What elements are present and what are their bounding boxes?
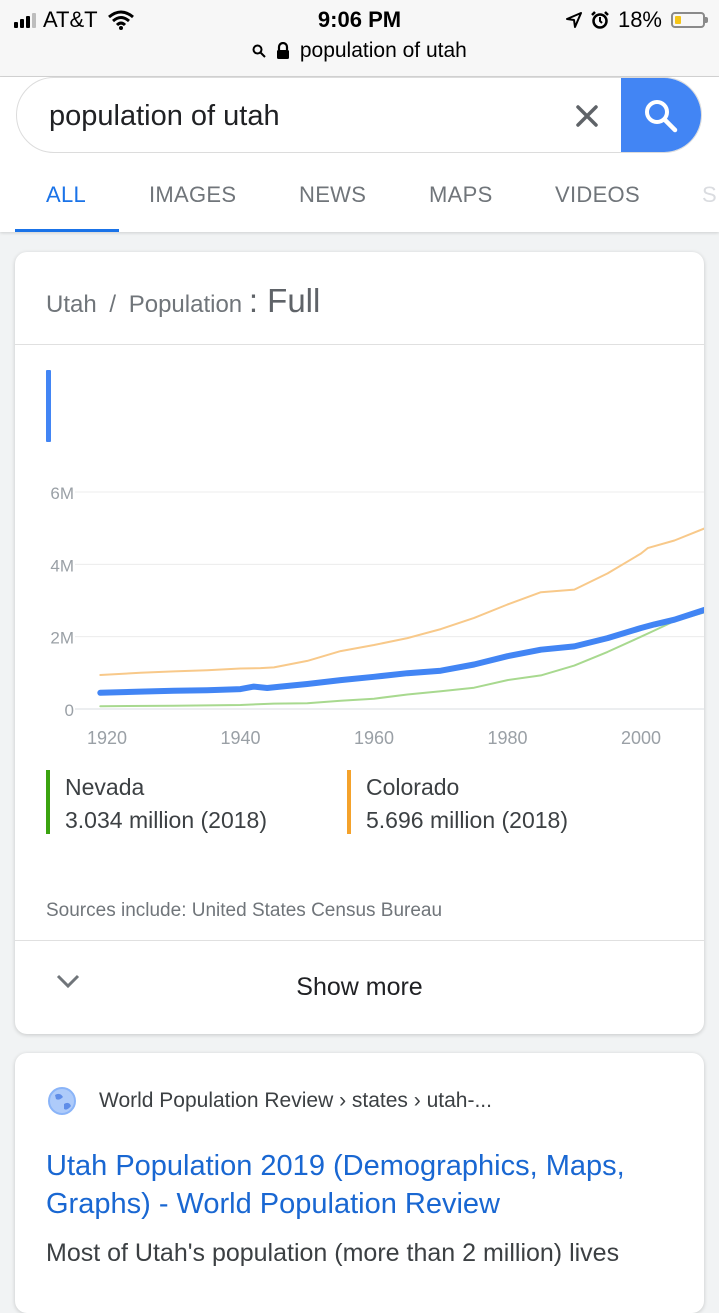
x-tick-label: 2000 — [621, 728, 661, 748]
legend-nevada-name: Nevada — [65, 774, 145, 800]
search-box: population of utah — [16, 77, 702, 153]
breadcrumb-entity[interactable]: Utah — [46, 291, 97, 318]
search-result: World Population Review › states › utah-… — [15, 1053, 704, 1313]
location-arrow-icon — [565, 12, 582, 28]
tab-maps[interactable]: MAPS — [429, 182, 493, 207]
show-more-button[interactable]: Show more — [15, 941, 704, 1034]
battery-icon — [671, 12, 708, 28]
y-tick-label: 6M — [50, 484, 74, 503]
search-icon — [252, 44, 266, 59]
y-tick-label: 2M — [50, 629, 74, 648]
search-tabs: ALL IMAGES NEWS MAPS VIDEOS S — [0, 172, 719, 232]
tab-all[interactable]: ALL — [46, 182, 87, 207]
search-button[interactable] — [621, 78, 701, 152]
url-text: population of utah — [299, 39, 467, 62]
alarm-icon — [591, 11, 609, 29]
chevron-down-icon — [56, 974, 80, 989]
lock-icon — [277, 42, 289, 60]
legend-nevada-value: 3.034 million (2018) — [65, 807, 268, 833]
selected-series-marker — [46, 370, 51, 442]
breadcrumb-separator: / — [109, 291, 117, 318]
status-left: AT&T — [14, 7, 134, 33]
series-line-colorado — [99, 527, 704, 676]
signal-icon — [14, 12, 36, 28]
x-tick-label: 1940 — [220, 728, 260, 748]
status-right: 18% — [565, 7, 708, 33]
y-tick-label: 4M — [50, 556, 74, 575]
header-divider — [15, 344, 704, 345]
x-tick-label: 1920 — [87, 728, 127, 748]
result-source[interactable]: World Population Review › states › utah-… — [99, 1089, 492, 1112]
y-tick-label: 0 — [65, 701, 74, 720]
legend-nevada-swatch — [46, 770, 50, 834]
clock: 9:06 PM — [317, 7, 402, 32]
legend-colorado-name: Colorado — [366, 774, 460, 800]
globe-icon — [48, 1087, 76, 1115]
sources-text: Sources include: United States Census Bu… — [46, 900, 443, 921]
knowledge-panel: Utah / Population : Full 0 2M 4M 6M 1920 1940… — [15, 252, 704, 1034]
clear-icon[interactable] — [567, 96, 607, 136]
search-header: population of utah ALL IMAGES NEWS MAPS … — [0, 77, 719, 232]
x-tick-label: 1980 — [487, 728, 527, 748]
active-tab-indicator — [15, 229, 119, 232]
battery-percent: 18% — [617, 7, 662, 32]
url-bar[interactable]: population of utah — [0, 39, 719, 63]
series-line-utah — [97, 606, 704, 696]
show-more-label: Show more — [296, 973, 423, 1001]
population-mode: : Full — [248, 282, 321, 319]
carrier-label: AT&T — [43, 7, 98, 32]
x-tick-label: 1960 — [354, 728, 394, 748]
footer-divider — [15, 940, 704, 941]
legend-colorado-swatch — [347, 770, 351, 834]
tab-news[interactable]: NEWS — [299, 182, 367, 207]
wifi-icon — [107, 10, 134, 30]
legend-colorado-value: 5.696 million (2018) — [366, 807, 569, 833]
tab-shopping[interactable]: S — [702, 182, 717, 207]
tab-images[interactable]: IMAGES — [149, 182, 237, 207]
population-chart[interactable]: 0 2M 4M 6M 1920 1940 1960 1980 2000 — [15, 252, 704, 762]
search-icon — [645, 100, 678, 133]
breadcrumb-attribute[interactable]: Population — [128, 291, 243, 318]
kp-breadcrumb: Utah / Population : Full — [46, 282, 320, 320]
status-bar: AT&T 9:06 PM 18% population of utah — [0, 0, 719, 77]
search-input[interactable]: population of utah — [49, 100, 280, 132]
tab-videos[interactable]: VIDEOS — [555, 182, 640, 207]
result-title-link[interactable]: Utah Population 2019 (Demographics, Maps… — [46, 1150, 625, 1220]
result-snippet: Most of Utah's population (more than 2 m… — [46, 1239, 620, 1267]
